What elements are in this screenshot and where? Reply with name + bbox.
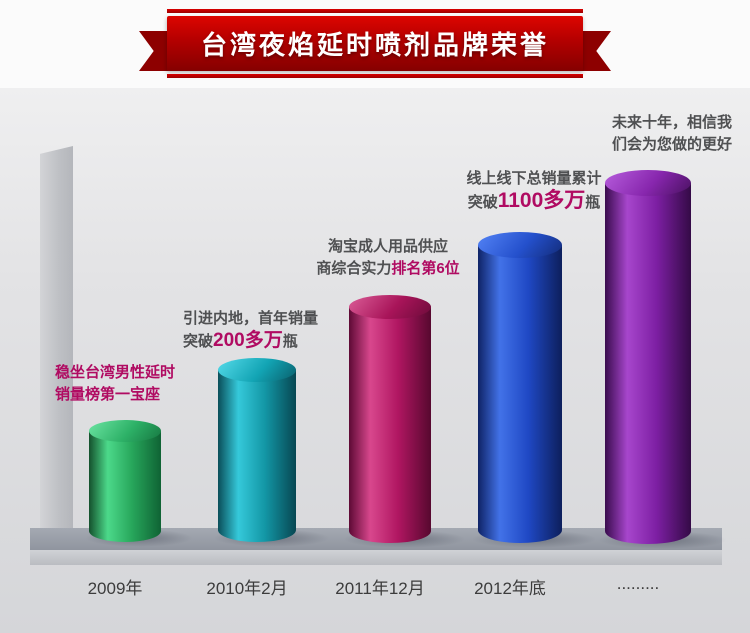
annotation-text: 淘宝成人用品供应 bbox=[327, 238, 448, 255]
cylinder-top bbox=[89, 420, 161, 442]
cylinder-top bbox=[218, 358, 296, 382]
cylinder-top bbox=[478, 232, 562, 258]
annotation-text: 们会为您做的更好 bbox=[611, 136, 732, 153]
cylinder-body bbox=[218, 370, 296, 542]
axis-label-5: ......... bbox=[616, 574, 660, 593]
annotation-line: 商综合实力排名第6位 bbox=[302, 258, 474, 280]
cylinder-bar-5 bbox=[605, 170, 691, 544]
annotation-line: 稳坐台湾男性延时 bbox=[55, 362, 207, 384]
annotation-line: 们会为您做的更好 bbox=[596, 134, 748, 156]
cylinder-bar-2 bbox=[218, 358, 296, 542]
axis-label-4: 2012年底 bbox=[474, 579, 546, 598]
bar-annotation-5: 未来十年，相信我 们会为您做的更好 bbox=[596, 112, 748, 156]
cylinder-bar-4 bbox=[478, 232, 562, 543]
annotation-text: 200多万 bbox=[213, 330, 283, 351]
cylinder-top bbox=[349, 295, 431, 319]
page-title: 台湾夜焰延时喷剂品牌荣誉 bbox=[200, 30, 550, 60]
cylinder-body bbox=[89, 431, 161, 542]
annotation-line: 线上线下总销量累计 bbox=[446, 168, 622, 190]
annotation-line: 淘宝成人用品供应 bbox=[302, 236, 474, 258]
annotation-text: 1100多万 bbox=[497, 189, 586, 212]
annotation-line: 突破1100多万瓶 bbox=[446, 190, 622, 214]
annotation-text: 销量榜第一宝座 bbox=[55, 386, 161, 403]
annotation-line: 突破200多万瓶 bbox=[183, 330, 348, 353]
annotation-text: 瓶 bbox=[585, 194, 601, 211]
cylinder-bar-3 bbox=[349, 295, 431, 543]
left-wall-3d bbox=[40, 146, 73, 540]
annotation-text: 瓶 bbox=[282, 333, 298, 350]
annotation-text: 排名第6位 bbox=[391, 260, 460, 277]
annotation-text: 未来十年，相信我 bbox=[611, 114, 732, 131]
annotation-text: 稳坐台湾男性延时 bbox=[55, 364, 176, 381]
cylinder-body bbox=[605, 183, 691, 544]
cylinder-bar-1 bbox=[89, 420, 161, 542]
annotation-text: 突破 bbox=[467, 194, 498, 211]
bar-annotation-4: 线上线下总销量累计 突破1100多万瓶 bbox=[446, 168, 622, 214]
cylinder-body bbox=[478, 245, 562, 543]
annotation-text: 线上线下总销量累计 bbox=[466, 170, 602, 187]
floor-front-3d bbox=[30, 550, 722, 565]
annotation-line: 引进内地，首年销量 bbox=[183, 308, 348, 330]
bar-annotation-1: 稳坐台湾男性延时 销量榜第一宝座 bbox=[55, 362, 207, 406]
banner-band: 台湾夜焰延时喷剂品牌荣誉 bbox=[166, 9, 584, 78]
annotation-text: 引进内地，首年销量 bbox=[183, 310, 319, 327]
bar-annotation-2: 引进内地，首年销量 突破200多万瓶 bbox=[183, 308, 348, 353]
axis-label-3: 2011年12月 bbox=[335, 579, 425, 598]
cylinder-top bbox=[605, 170, 691, 196]
cylinder-body bbox=[349, 307, 431, 543]
bar-annotation-3: 淘宝成人用品供应商综合实力排名第6位 bbox=[302, 236, 474, 280]
annotation-text: 突破 bbox=[183, 333, 214, 350]
annotation-text: 商综合实力 bbox=[316, 260, 392, 277]
annotation-line: 销量榜第一宝座 bbox=[55, 384, 207, 406]
annotation-line: 未来十年，相信我 bbox=[596, 112, 748, 134]
title-banner: 台湾夜焰延时喷剂品牌荣誉 bbox=[138, 9, 612, 78]
axis-label-1: 2009年 bbox=[87, 579, 143, 598]
axis-label-2: 2010年2月 bbox=[206, 579, 288, 598]
